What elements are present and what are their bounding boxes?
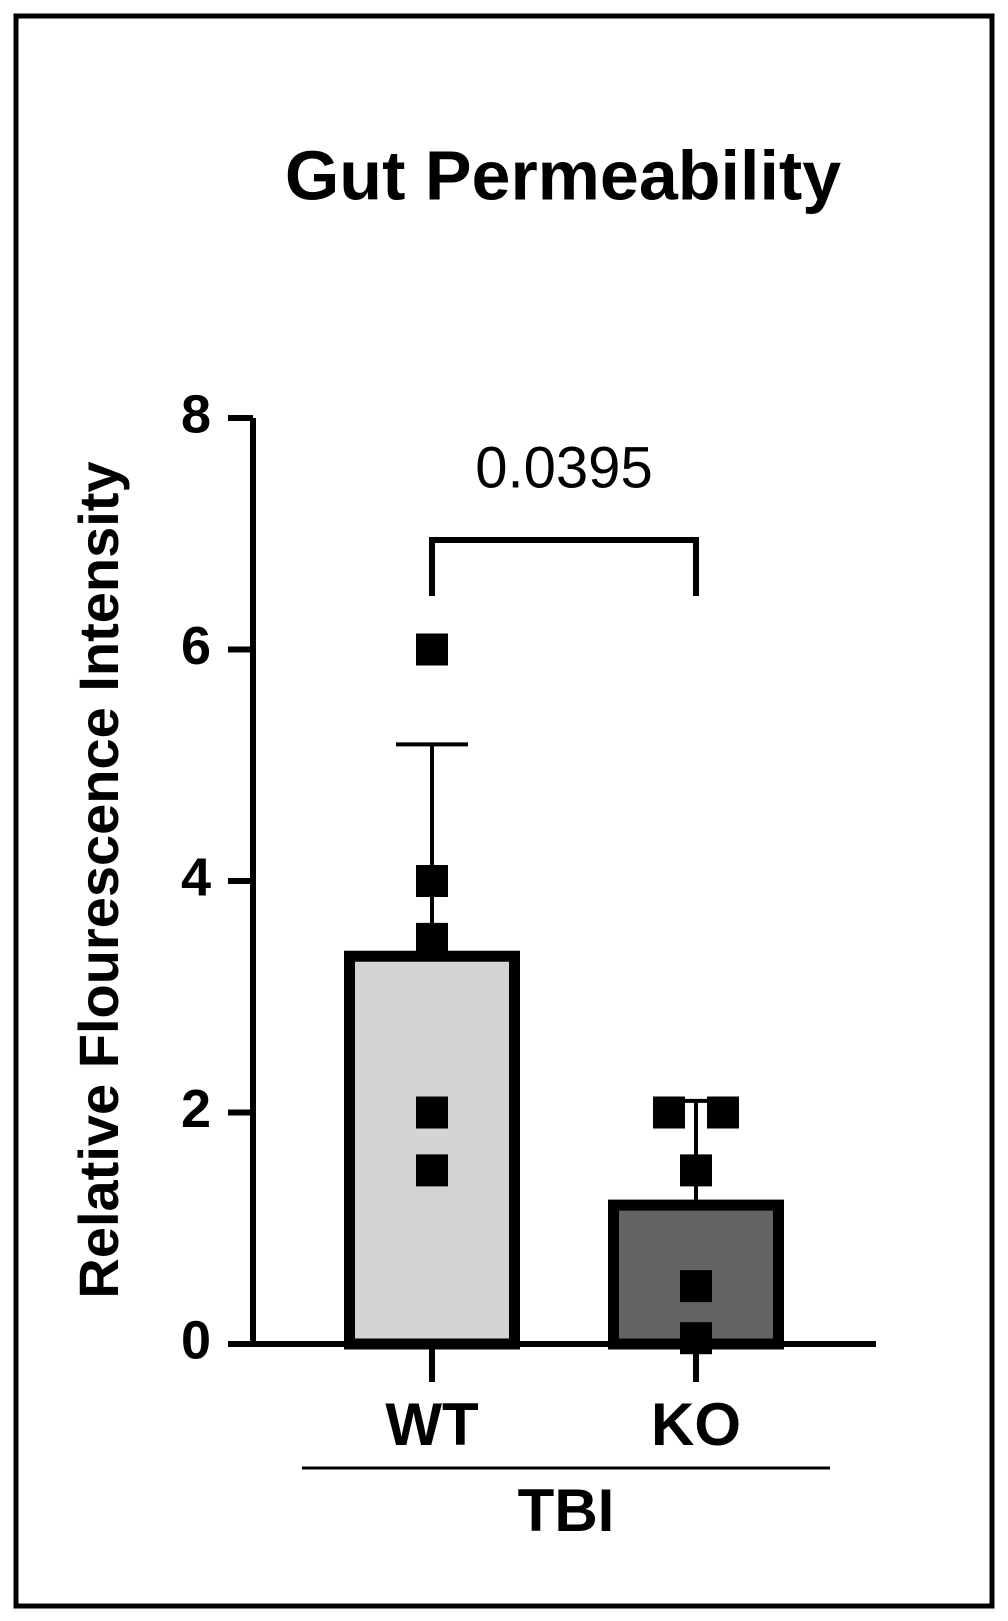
y-tick-label: 4	[181, 847, 211, 907]
data-point	[680, 1270, 712, 1303]
data-point	[416, 1154, 448, 1187]
significance-label: 0.0395	[475, 435, 652, 500]
data-point	[416, 865, 448, 897]
data-point	[416, 1096, 448, 1129]
data-point	[680, 1322, 712, 1355]
y-axis-label: Relative Flourescence Intensity	[67, 461, 130, 1298]
frame	[13, 13, 995, 1609]
data-point	[653, 1096, 685, 1129]
significance-bracket	[429, 537, 699, 596]
data-point	[707, 1096, 739, 1129]
data-point	[416, 633, 448, 666]
y-tick-label: 0	[181, 1310, 211, 1370]
chart-title: Gut Permeability	[285, 136, 841, 214]
y-tick-label: 2	[181, 1079, 211, 1139]
group-label: TBI	[518, 1477, 615, 1544]
y-tick-label: 8	[181, 384, 211, 444]
bar	[344, 950, 520, 1350]
x-tick-label: KO	[651, 1391, 741, 1458]
data-point	[416, 922, 448, 955]
data-point	[680, 1154, 712, 1187]
y-tick-label: 6	[181, 616, 211, 676]
x-tick-label: WT	[385, 1391, 478, 1458]
